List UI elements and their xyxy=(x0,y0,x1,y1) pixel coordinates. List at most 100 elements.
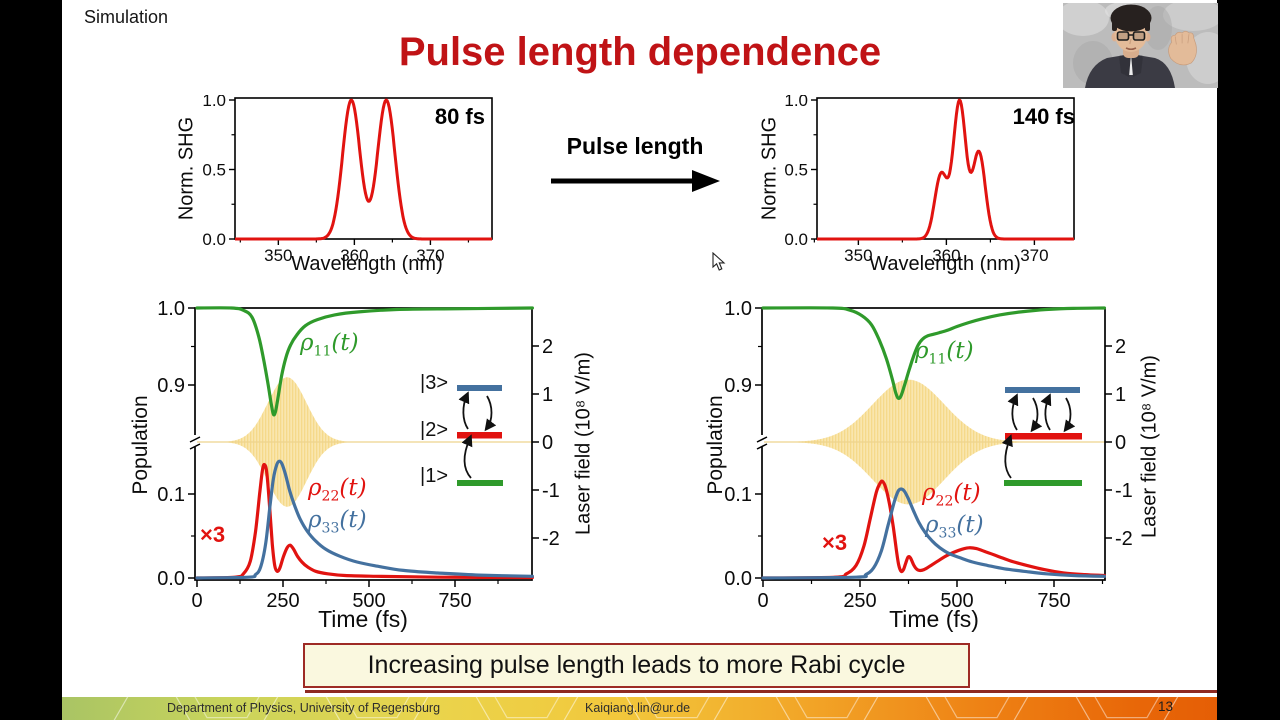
x-tick-label: 0 xyxy=(757,590,768,612)
slide-background xyxy=(62,0,1217,720)
axis-break-mark xyxy=(189,443,201,450)
x-tick-label: 500 xyxy=(940,590,973,612)
pulse-duration-badge-140fs: 140 fs xyxy=(1012,104,1075,129)
shg-curve xyxy=(234,98,493,241)
population-tick-label: 1.0 xyxy=(724,298,752,320)
x-tick-label: 360 xyxy=(932,246,960,265)
y-axis-label: Norm. SHG xyxy=(758,116,781,221)
rabi-up-arrow-1 xyxy=(1007,393,1019,431)
laser-tick-label: -2 xyxy=(1115,528,1133,550)
y-axis-label-laser-field: Laser field (10⁸ V/m) xyxy=(1138,355,1161,538)
series-label-rho22: ρ22(t) xyxy=(922,480,981,510)
rabi-up-arrow-2 xyxy=(1040,393,1052,431)
laser-tick-label: 1 xyxy=(1115,384,1126,406)
level-label-2: |2> xyxy=(420,419,448,441)
energy-level-diagram-80fs xyxy=(457,385,503,486)
curve-rho22 xyxy=(761,479,1106,580)
population-tick-label: 0.9 xyxy=(724,375,752,397)
curve-rho33 xyxy=(195,459,534,580)
series-label-rho11: ρ11(t) xyxy=(915,338,974,368)
rabi-down-arrow-1 xyxy=(1030,397,1043,433)
mouse-cursor xyxy=(712,252,726,271)
slide-title: Pulse length dependence xyxy=(398,30,882,74)
population-tick-label: 0.0 xyxy=(724,568,752,590)
level-bar-2 xyxy=(457,432,502,439)
x-tick-label: 750 xyxy=(438,590,471,612)
population-tick-label: 0.0 xyxy=(157,568,185,590)
axis-break-mark xyxy=(756,443,768,450)
footer-email: Kaiqiang.lin@ur.de xyxy=(585,701,691,715)
y-tick-label: 0.0 xyxy=(202,230,226,249)
laser-tick-label: -1 xyxy=(542,480,560,502)
y-tick-label: 0.0 xyxy=(784,230,808,249)
y-axis-label: Norm. SHG xyxy=(175,116,198,221)
y-tick-label: 1.0 xyxy=(784,95,808,110)
x-axis-label: Time (fs) xyxy=(318,606,408,632)
curve-rho11 xyxy=(195,306,534,417)
rabi-down-arrow xyxy=(484,395,497,432)
x-axis-label: Wavelength (nm) xyxy=(291,253,443,275)
population-tick-label: 0.1 xyxy=(157,484,185,506)
footer-affiliation: Department of Physics, University of Reg… xyxy=(167,701,441,715)
y-tick-label: 1.0 xyxy=(202,95,226,110)
rabi-down-arrow-2 xyxy=(1063,397,1076,433)
population-dynamics-chart-80fs: 0 250 500 750 1.0 0.9 0.1 0.0 2 1 0 -1 -2 xyxy=(157,298,560,612)
excitation-arrow xyxy=(1001,434,1013,479)
shg-curve xyxy=(816,98,1075,241)
laser-tick-label: -2 xyxy=(542,528,560,550)
curve-rho11 xyxy=(761,306,1106,401)
plot-frame xyxy=(234,97,493,240)
laser-tick-label: 0 xyxy=(542,432,553,454)
energy-level-diagram-140fs xyxy=(1001,387,1082,486)
y-axis-label-population: Population xyxy=(704,395,727,495)
presenter-video xyxy=(1063,3,1218,88)
right-arrow-icon xyxy=(551,170,720,192)
excitation-arrow xyxy=(461,434,473,479)
laser-field-envelope xyxy=(197,377,532,507)
laser-tick-label: 0 xyxy=(1115,432,1126,454)
y-tick-label: 0.5 xyxy=(202,161,226,180)
divider-line xyxy=(305,690,1217,693)
multiplier-note: ×3 xyxy=(822,530,848,555)
glasses-icon xyxy=(1116,31,1146,41)
series-label-rho33: ρ33(t) xyxy=(308,507,367,537)
webcam-overlay xyxy=(1063,3,1218,88)
level-bar-1 xyxy=(457,480,503,486)
conclusion-text: Increasing pulse length leads to more Ra… xyxy=(367,651,906,679)
population-dynamics-chart-140fs: 0 250 500 750 1.0 0.9 0.1 0.0 2 1 0 -1 -2 xyxy=(724,298,1133,612)
presenter-hand xyxy=(1168,30,1197,66)
curve-rho33 xyxy=(761,487,1106,580)
x-tick-label: 250 xyxy=(266,590,299,612)
series-label-rho33: ρ33(t) xyxy=(925,512,984,542)
laser-tick-label: 2 xyxy=(542,336,553,358)
level-label-1: |1> xyxy=(420,465,448,487)
x-axis-label: Wavelength (nm) xyxy=(869,253,1021,275)
x-tick-label: 500 xyxy=(352,590,385,612)
y-axis-label-population: Population xyxy=(129,395,152,495)
series-label-rho22: ρ22(t) xyxy=(308,475,367,505)
presenter-figure xyxy=(1085,4,1197,88)
x-tick-label: 250 xyxy=(843,590,876,612)
x-tick-label: 350 xyxy=(264,246,292,265)
footer-page-number: 13 xyxy=(1158,699,1174,714)
footer-bar xyxy=(62,697,1217,720)
x-tick-label: 360 xyxy=(340,246,368,265)
series-label-rho11: ρ11(t) xyxy=(300,330,359,360)
population-tick-label: 0.9 xyxy=(157,375,185,397)
laser-tick-label: 1 xyxy=(542,384,553,406)
level-bar-3 xyxy=(457,385,502,391)
hexagon-pattern xyxy=(113,697,1179,720)
rabi-up-arrow xyxy=(458,391,470,430)
population-tick-label: 1.0 xyxy=(157,298,185,320)
transition-label: Pulse length xyxy=(566,133,704,159)
conclusion-banner: Increasing pulse length leads to more Ra… xyxy=(303,643,970,688)
x-tick-label: 750 xyxy=(1037,590,1070,612)
level-bar-2 xyxy=(1005,433,1082,440)
level-bar-3 xyxy=(1005,387,1080,393)
y-axis-label-laser-field: Laser field (10⁸ V/m) xyxy=(572,352,595,535)
x-tick-label: 370 xyxy=(1020,246,1048,265)
multiplier-note: ×3 xyxy=(200,522,226,547)
population-tick-label: 0.1 xyxy=(724,484,752,506)
axis-break-mark xyxy=(756,436,768,443)
